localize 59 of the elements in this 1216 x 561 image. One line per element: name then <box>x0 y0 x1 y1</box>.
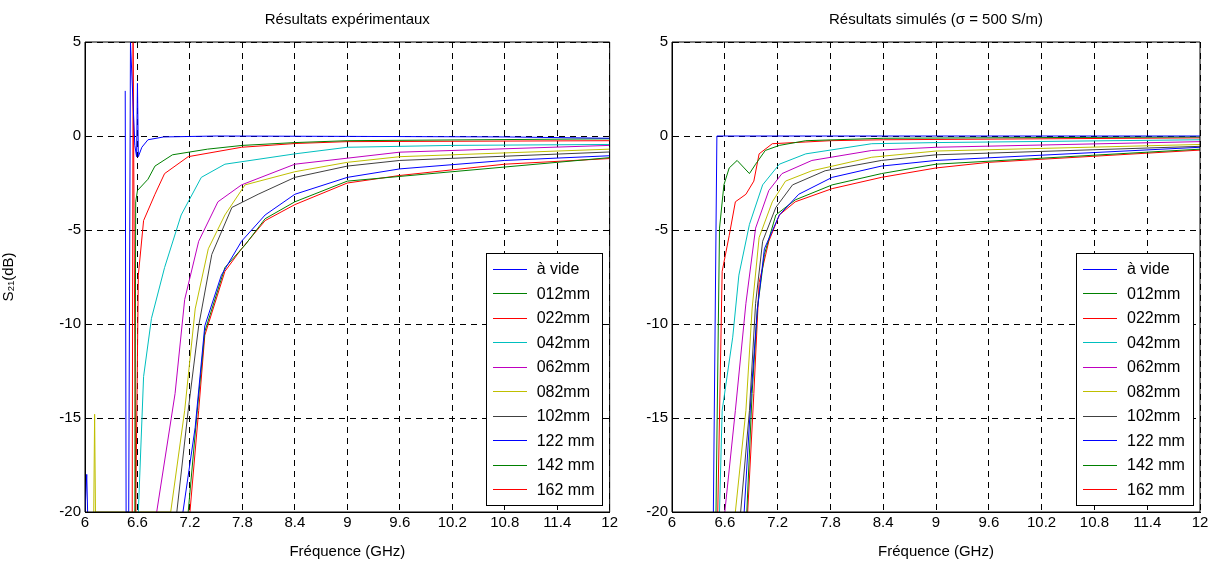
x-tick-label: 9 <box>343 513 352 531</box>
legend-label: 042mm <box>1127 333 1181 352</box>
legend-label: à vide <box>536 260 580 279</box>
y-tick-label: 5 <box>659 32 668 50</box>
x-tick-label: 7.2 <box>179 513 201 531</box>
x-tick-label: 10.8 <box>1079 513 1109 531</box>
x-tick-label: 7.2 <box>767 513 789 531</box>
x-tick-label: 12 <box>1191 513 1209 531</box>
legend-label: 142 mm <box>536 456 595 475</box>
y-tick-label: 0 <box>659 126 668 144</box>
legend-label: 012mm <box>536 284 591 303</box>
legend-label: 082mm <box>536 382 591 401</box>
legend-label: à vide <box>1127 260 1170 279</box>
y-tick-label: 0 <box>72 126 81 144</box>
legend-label: 022mm <box>536 309 591 328</box>
x-tick-label: 11.4 <box>543 513 572 531</box>
legend-label: 122 mm <box>536 431 595 450</box>
x-tick-label: 6.6 <box>714 513 736 531</box>
x-tick-label: 10.8 <box>490 513 520 531</box>
legend-label: 022mm <box>1127 309 1181 328</box>
legend-label: 062mm <box>536 358 591 377</box>
legend-label: 142 mm <box>1127 456 1185 475</box>
x-tick-label: 7.8 <box>819 513 841 531</box>
x-tick-label: 11.4 <box>1133 513 1162 531</box>
x-tick-label: 9.6 <box>389 513 411 531</box>
y-tick-label: -20 <box>59 502 81 520</box>
legend-label: 122 mm <box>1127 431 1185 450</box>
x-tick-label: 6.6 <box>127 513 148 531</box>
y-tick-label: -10 <box>59 314 81 332</box>
x-tick-label: 9 <box>931 513 941 531</box>
y-tick-label: -15 <box>646 408 668 426</box>
legend-label: 162 mm <box>1127 480 1185 499</box>
x-tick-label: 12 <box>601 513 618 531</box>
y-tick-label: 5 <box>72 32 81 50</box>
y-tick-label: -10 <box>646 314 668 332</box>
x-axis-title: Fréquence (GHz) <box>289 542 406 560</box>
y-tick-label: -5 <box>654 220 668 238</box>
legend-label: 042mm <box>536 333 591 352</box>
legend-label: 062mm <box>1127 358 1181 377</box>
x-tick-label: 8.4 <box>872 513 894 531</box>
legend-label: 102mm <box>1127 407 1181 426</box>
x-tick-label: 7.8 <box>231 513 253 531</box>
y-tick-label: -20 <box>646 502 668 520</box>
legend-label: 012mm <box>1127 284 1181 303</box>
x-tick-label: 10.2 <box>437 513 467 531</box>
y-tick-label: -5 <box>67 220 81 238</box>
legend-label: 162 mm <box>536 480 595 499</box>
chart-title: Résultats expérimentaux <box>263 10 431 27</box>
x-tick-label: 9.6 <box>978 513 1000 531</box>
x-tick-label: 10.2 <box>1027 513 1057 531</box>
y-axis-title: S₂₁(dB) <box>0 252 17 302</box>
y-tick-label: -15 <box>59 408 81 426</box>
x-axis-title: Fréquence (GHz) <box>878 542 994 560</box>
x-tick-label: 6 <box>667 513 677 531</box>
x-tick-label: 6 <box>80 513 90 531</box>
legend-label: 102mm <box>536 407 591 426</box>
legend-label: 082mm <box>1127 382 1181 401</box>
x-tick-label: 8.4 <box>284 513 306 531</box>
chart-title: Résultats simulés (σ = 500 S/m) <box>828 10 1044 27</box>
